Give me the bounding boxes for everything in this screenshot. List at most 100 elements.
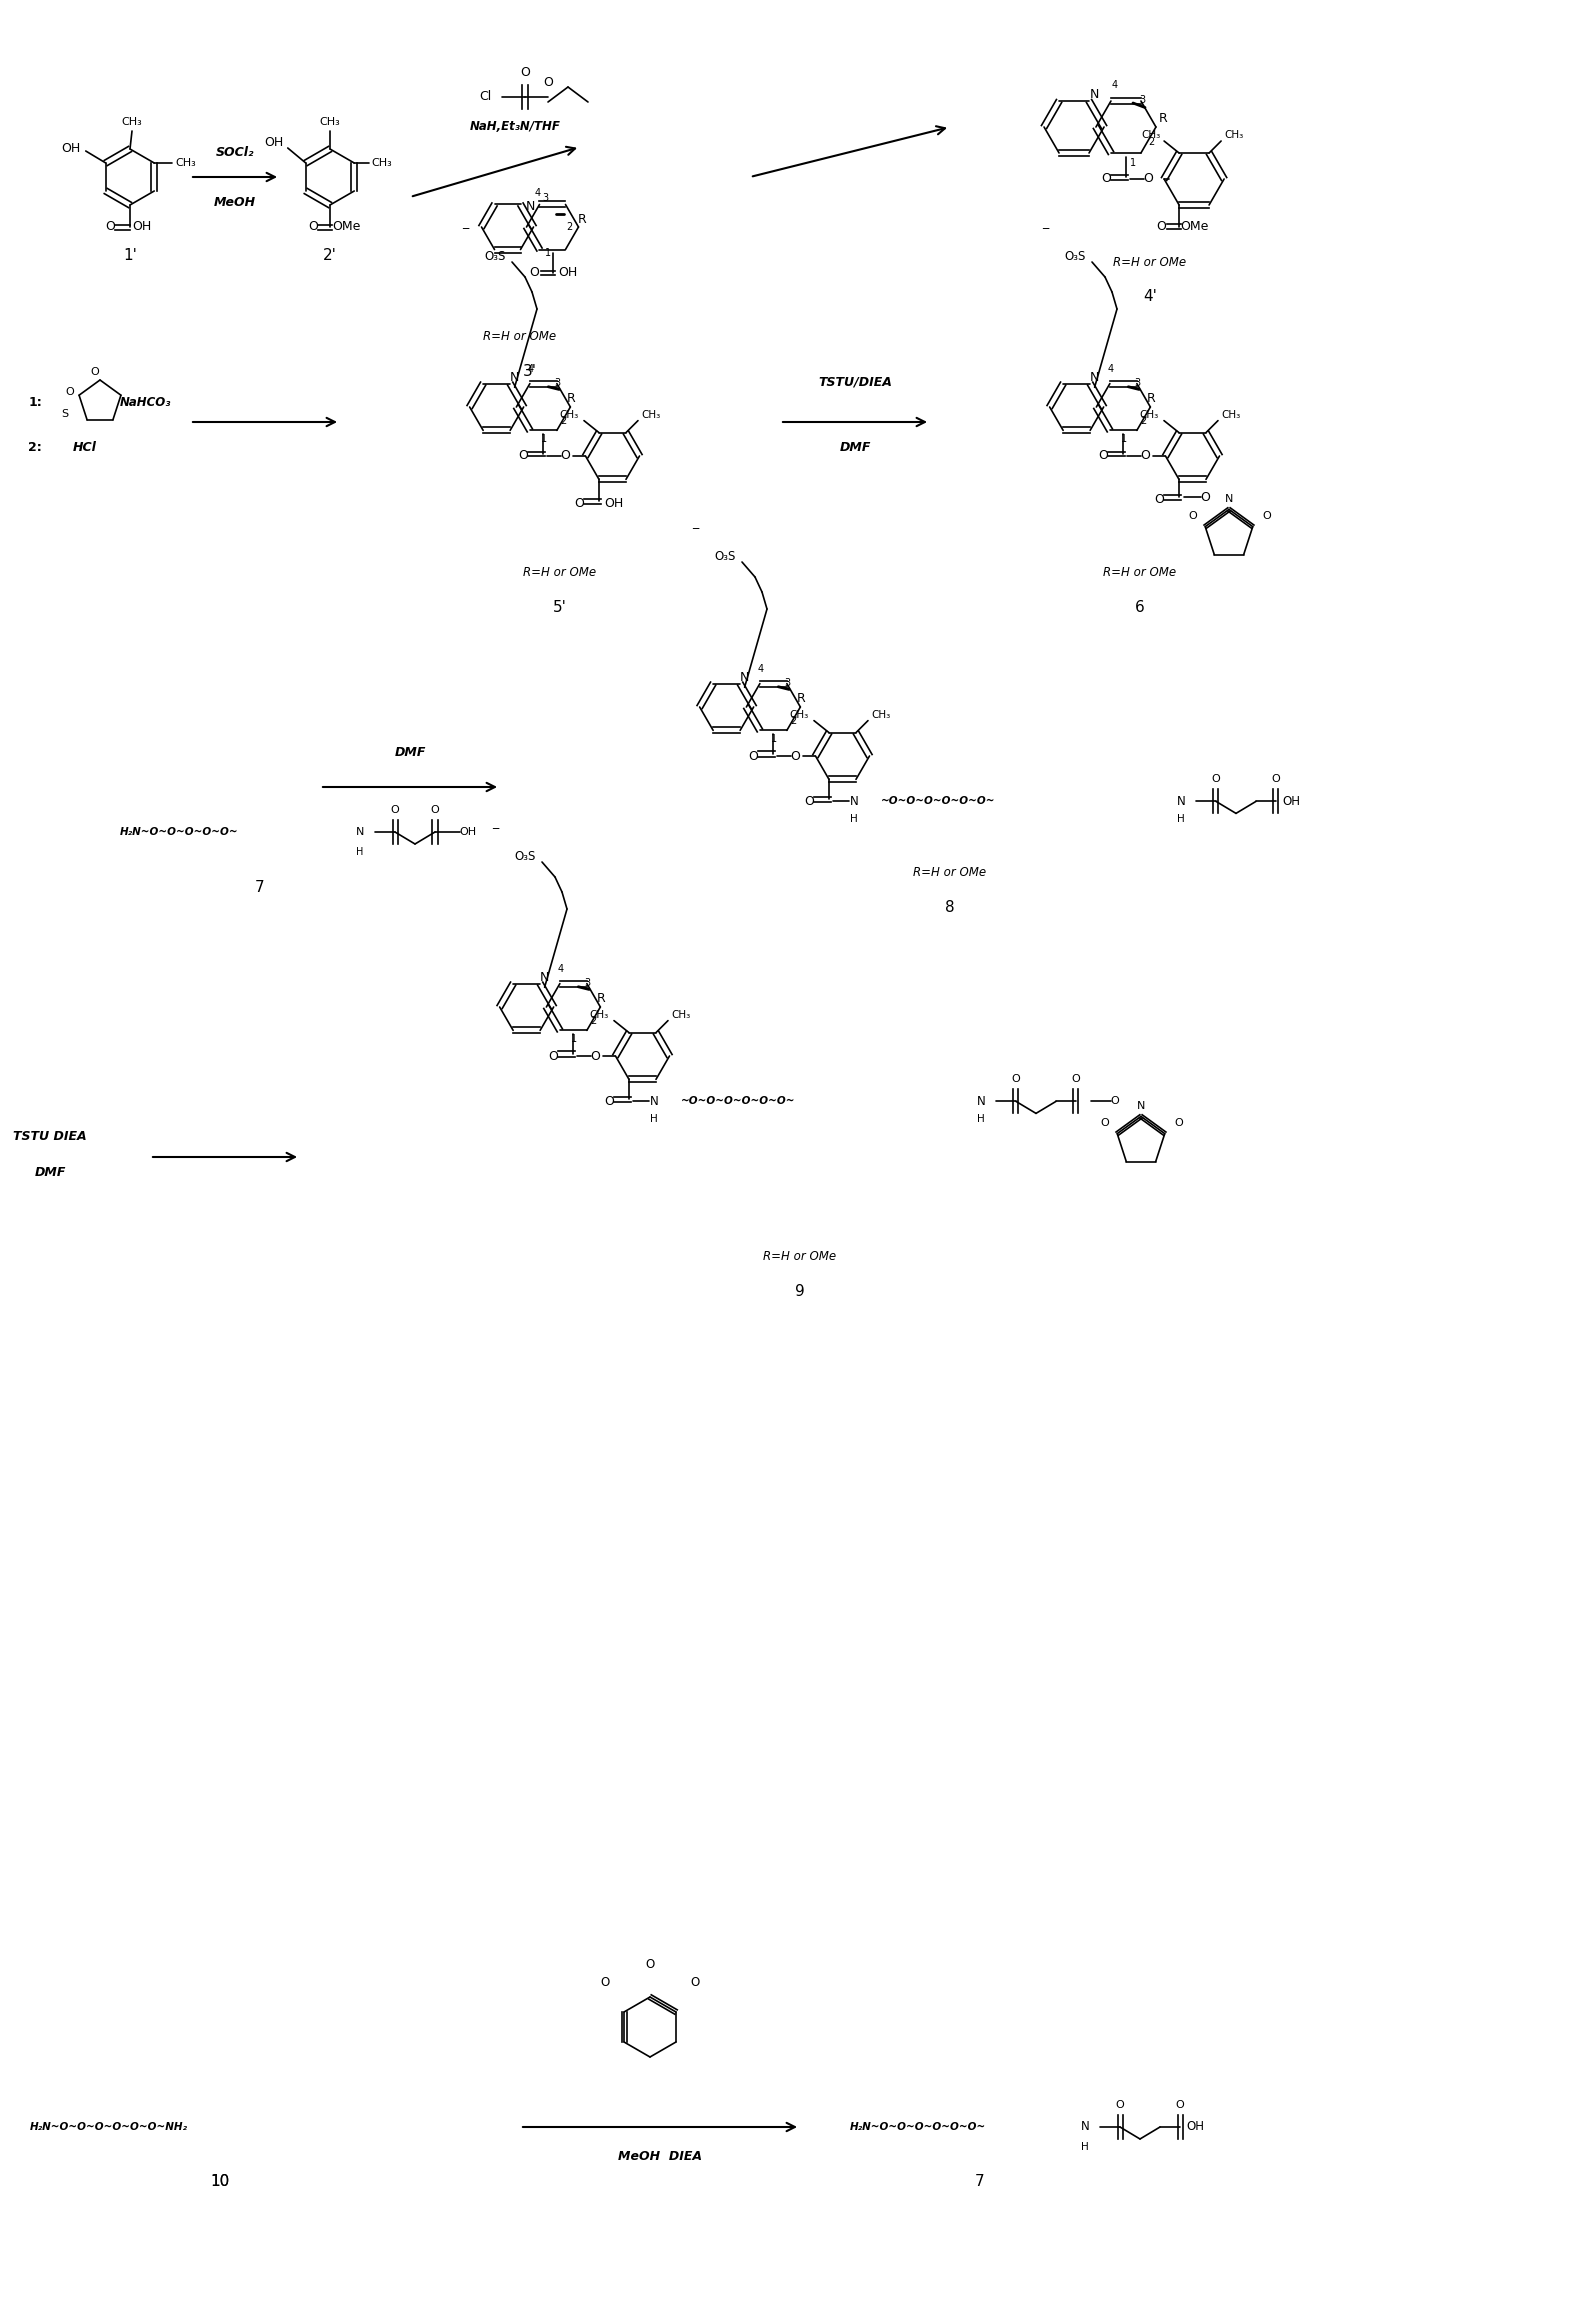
Text: O₃S: O₃S [515, 851, 535, 863]
Text: O: O [543, 76, 552, 90]
Text: CH₃: CH₃ [872, 711, 891, 720]
Text: O: O [804, 796, 814, 807]
Text: OH: OH [604, 496, 623, 510]
Text: CH₃: CH₃ [790, 711, 809, 720]
Text: O: O [1262, 512, 1272, 521]
Text: 4: 4 [1108, 365, 1114, 374]
Text: CH₃: CH₃ [1141, 129, 1160, 141]
Text: N: N [1089, 88, 1099, 102]
Text: 1': 1' [123, 247, 137, 263]
Text: R: R [796, 692, 806, 706]
Text: R: R [597, 992, 606, 1006]
Text: O: O [1188, 512, 1198, 521]
Text: 2: 2 [1147, 136, 1154, 148]
Text: OH: OH [460, 826, 477, 837]
Text: O: O [530, 268, 540, 279]
Text: CH₃: CH₃ [559, 411, 579, 420]
Text: H₂N~O~O~O~O~O~O~NH₂: H₂N~O~O~O~O~O~O~NH₂ [30, 2122, 187, 2132]
Text: O: O [1174, 1119, 1184, 1128]
Text: DMF: DMF [35, 1165, 66, 1179]
Text: ‾: ‾ [491, 828, 497, 842]
Text: CH₃: CH₃ [371, 157, 392, 168]
Text: O₃S: O₃S [715, 551, 735, 563]
Text: O: O [1272, 775, 1280, 784]
Text: O: O [600, 1975, 609, 1989]
Text: O: O [590, 1050, 600, 1064]
Text: OH: OH [1185, 2120, 1204, 2134]
Text: 4: 4 [1111, 81, 1118, 90]
Text: CH₃: CH₃ [176, 157, 197, 168]
Text: OMe: OMe [332, 221, 360, 233]
Text: N: N [1177, 796, 1185, 807]
Text: O: O [390, 805, 400, 814]
Text: 1: 1 [545, 247, 551, 258]
Text: O: O [1143, 173, 1154, 185]
Text: 9: 9 [795, 1285, 804, 1299]
Text: ‾: ‾ [1042, 228, 1048, 242]
Text: R=H or OMe: R=H or OMe [763, 1250, 836, 1264]
Text: O: O [1141, 450, 1151, 461]
Text: MeOH  DIEA: MeOH DIEA [619, 2150, 702, 2164]
Text: 3': 3' [523, 365, 537, 378]
Text: 3: 3 [543, 194, 549, 203]
Text: ~O~O~O~O~O~O~: ~O~O~O~O~O~O~ [881, 796, 995, 807]
Text: H: H [977, 1114, 985, 1124]
Text: TSTU DIEA: TSTU DIEA [13, 1130, 87, 1144]
Text: DMF: DMF [839, 441, 870, 454]
Text: 4: 4 [557, 964, 563, 974]
Text: 1: 1 [1121, 434, 1127, 445]
Text: O: O [749, 750, 759, 764]
Text: O: O [549, 1050, 559, 1064]
Text: H₂N~O~O~O~O~O~O~: H₂N~O~O~O~O~O~O~ [850, 2122, 987, 2132]
Text: OH: OH [264, 136, 283, 150]
Text: O: O [575, 496, 584, 510]
Text: OMe: OMe [1180, 221, 1209, 233]
Text: 1: 1 [571, 1034, 578, 1045]
Text: O: O [604, 1096, 614, 1107]
Text: 7: 7 [255, 879, 264, 895]
Text: 5': 5' [552, 600, 567, 614]
Text: CH₃: CH₃ [672, 1010, 691, 1020]
Text: 10: 10 [211, 2176, 230, 2189]
Text: R: R [578, 212, 587, 226]
Text: O: O [309, 221, 318, 233]
Text: O: O [1102, 173, 1111, 185]
Text: 8: 8 [946, 900, 955, 914]
Text: 3: 3 [1135, 378, 1141, 388]
Text: R: R [1158, 111, 1168, 125]
Text: N: N [976, 1096, 985, 1107]
Text: 4: 4 [527, 365, 534, 374]
Text: O: O [1176, 2099, 1184, 2111]
Text: O: O [519, 67, 530, 78]
Text: N: N [650, 1096, 658, 1107]
Text: OH: OH [132, 221, 151, 233]
Text: HCl: HCl [72, 441, 98, 454]
Text: ‾: ‾ [693, 528, 699, 542]
Text: H₂N~O~O~O~O~O~: H₂N~O~O~O~O~O~ [120, 826, 239, 837]
Text: 1: 1 [1130, 157, 1136, 168]
Text: H: H [356, 847, 364, 856]
Text: 2: 2 [560, 415, 567, 424]
Text: O: O [1072, 1075, 1080, 1084]
Text: O: O [1212, 775, 1220, 784]
Text: O₃S: O₃S [485, 251, 505, 263]
Text: ~O~O~O~O~O~O~: ~O~O~O~O~O~O~ [682, 1096, 795, 1107]
Text: 2: 2 [590, 1015, 597, 1027]
Text: OH: OH [1281, 796, 1300, 807]
Text: O: O [1100, 1119, 1110, 1128]
Text: N: N [740, 671, 749, 683]
Text: 2: 2 [790, 715, 796, 724]
Text: R=H or OMe: R=H or OMe [1113, 256, 1187, 268]
Text: NaHCO₃: NaHCO₃ [120, 394, 170, 408]
Text: R=H or OMe: R=H or OMe [524, 565, 597, 579]
Text: CH₃: CH₃ [1225, 129, 1243, 141]
Text: 10: 10 [211, 2176, 230, 2189]
Text: R=H or OMe: R=H or OMe [913, 865, 987, 879]
Text: H: H [850, 814, 858, 824]
Text: OH: OH [61, 141, 80, 155]
Text: 2': 2' [323, 247, 337, 263]
Text: CH₃: CH₃ [1140, 411, 1158, 420]
Text: N: N [356, 826, 364, 837]
Text: O: O [645, 1959, 655, 1972]
Text: CH₃: CH₃ [320, 118, 340, 127]
